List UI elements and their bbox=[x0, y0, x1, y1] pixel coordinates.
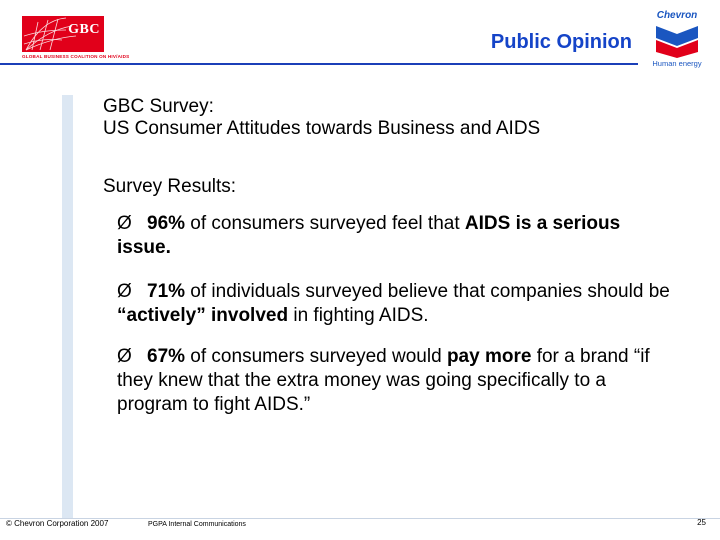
bullet-2-text: of individuals surveyed believe that com… bbox=[185, 281, 670, 302]
bullet-3-text: of consumers surveyed would bbox=[185, 346, 447, 367]
page-title: Public Opinion bbox=[490, 31, 632, 53]
bullet-3-bold: pay more bbox=[446, 346, 532, 367]
footer-department: PGPA Internal Communications bbox=[148, 521, 246, 528]
bullet-1-stat: 96% bbox=[147, 213, 186, 234]
chevron-hallmark-icon bbox=[656, 26, 698, 58]
left-accent-bar bbox=[62, 95, 73, 518]
results-label: Survey Results: bbox=[103, 176, 237, 197]
bullet-1-text: of consumers surveyed feel that bbox=[185, 213, 465, 234]
bullet-item-1: Ø 96% of consumers surveyed feel that AID… bbox=[117, 212, 677, 260]
gbc-tagline: GLOBAL BUSINESS COALITION ON HIV/AIDS bbox=[22, 54, 130, 59]
chevron-tagline: Human energy bbox=[652, 59, 702, 68]
survey-subtitle: GBC Survey: US Consumer Attitudes toward… bbox=[103, 96, 540, 140]
bullet-arrow-icon: Ø bbox=[117, 281, 132, 302]
title-divider bbox=[0, 63, 638, 65]
bullet-item-2: Ø 71% of individuals surveyed believe tha… bbox=[117, 280, 677, 328]
bullet-arrow-icon: Ø bbox=[117, 346, 132, 367]
footer-copyright: © Chevron Corporation 2007 bbox=[6, 519, 109, 528]
page-number: 25 bbox=[697, 518, 706, 527]
bullet-3-text-end: for a brand “if they knew that the extra… bbox=[117, 346, 650, 415]
bullet-1-bold: AIDS is a serious issue. bbox=[117, 213, 621, 258]
chevron-wordmark: Chevron bbox=[656, 10, 698, 21]
survey-subtitle-line1: GBC Survey: bbox=[103, 96, 214, 117]
bullet-2-bold: “actively” involved bbox=[117, 305, 289, 326]
bullet-2-stat: 71% bbox=[147, 281, 186, 302]
footer-divider bbox=[0, 518, 720, 519]
bullet-2-text-end: in fighting AIDS. bbox=[288, 305, 429, 326]
gbc-logo-text: GBC bbox=[68, 22, 100, 37]
gbc-grid-icon bbox=[23, 17, 77, 51]
survey-subtitle-line2: US Consumer Attitudes towards Business a… bbox=[103, 118, 541, 139]
chevron-logo: Chevron Human energy bbox=[648, 10, 706, 72]
gbc-logo: GBC bbox=[22, 16, 104, 52]
bullet-3-stat: 67% bbox=[147, 346, 186, 367]
bullet-arrow-icon: Ø bbox=[117, 213, 132, 234]
bullet-item-3: Ø 67% of consumers surveyed would pay mor… bbox=[117, 345, 677, 417]
